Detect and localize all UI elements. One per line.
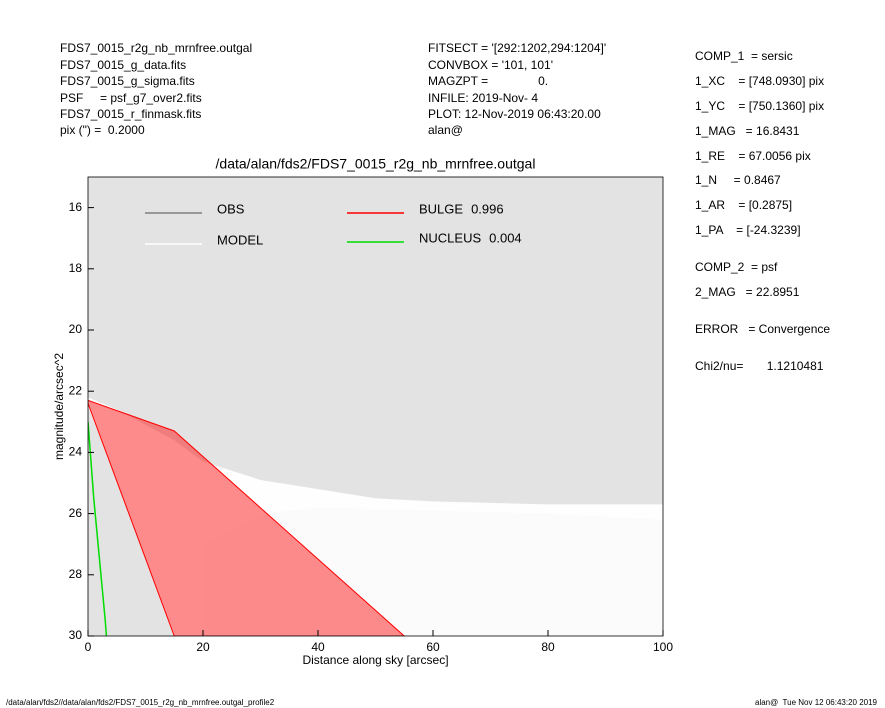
x-tick-label: 100 (653, 640, 673, 654)
x-tick-label: 80 (541, 640, 555, 654)
header-left-line: FDS7_0015_r2g_nb_mrnfree.outgal (60, 41, 252, 55)
fit-parameter: Chi2/nu= 1.1210481 (695, 359, 824, 373)
legend-label: NUCLEUS (419, 230, 481, 245)
header-left-line: pix (") = 0.2000 (60, 123, 145, 137)
fit-parameter: 1_MAG = 16.8431 (695, 124, 800, 138)
fit-parameter: COMP_2 = psf (695, 260, 778, 274)
footer-left: /data/alan/fds2//data/alan/fds2/FDS7_001… (6, 698, 275, 707)
fit-parameter: 1_PA = [-24.3239] (695, 223, 801, 237)
x-axis-label: Distance along sky [arcsec] (302, 653, 448, 667)
header-middle-line: PLOT: 12-Nov-2019 06:43:20.00 (428, 107, 601, 121)
y-axis-label: magnitude/arcsec^2 (52, 353, 66, 460)
fit-parameter: 1_AR = [0.2875] (695, 198, 792, 212)
fit-parameter: 2_MAG = 22.8951 (695, 285, 800, 299)
x-tick-label: 0 (85, 640, 92, 654)
y-tick-label: 26 (69, 506, 83, 520)
y-tick-label: 30 (69, 628, 83, 642)
header-left-line: FDS7_0015_g_sigma.fits (60, 74, 195, 88)
fit-parameter: 1_YC = [750.1360] pix (695, 99, 824, 113)
y-tick-label: 24 (69, 445, 83, 459)
x-tick-label: 40 (311, 640, 325, 654)
header-middle-line: INFILE: 2019-Nov- 4 (428, 91, 538, 105)
y-tick-label: 16 (69, 200, 83, 214)
y-tick-label: 18 (69, 261, 83, 275)
y-tick-label: 28 (69, 567, 83, 581)
header-left-line: FDS7_0015_g_data.fits (60, 58, 186, 72)
y-tick-label: 22 (69, 383, 83, 397)
fit-parameter: 1_XC = [748.0930] pix (695, 74, 824, 88)
fit-parameter: COMP_1 = sersic (695, 49, 793, 63)
legend-fraction: 0.004 (489, 230, 522, 245)
legend-label: MODEL (217, 232, 263, 247)
x-tick-label: 60 (426, 640, 440, 654)
chart-title: /data/alan/fds2/FDS7_0015_r2g_nb_mrnfree… (216, 156, 536, 172)
fit-parameter: ERROR = Convergence (695, 322, 830, 336)
fit-parameter: 1_N = 0.8467 (695, 173, 781, 187)
series-band (88, 399, 406, 636)
legend-fraction: 0.996 (471, 201, 504, 216)
header-middle-line: alan@ (428, 123, 463, 137)
legend-label: BULGE (419, 201, 463, 216)
plot-frame (87, 176, 664, 637)
header-middle-line: MAGZPT = 0. (428, 74, 548, 88)
x-tick-label: 20 (196, 640, 210, 654)
header-middle-line: CONVBOX = '101, 101' (428, 58, 553, 72)
plot-marks (88, 397, 663, 636)
series-line (88, 421, 108, 636)
fit-parameter: 1_RE = 67.0056 pix (695, 149, 811, 163)
legend-label: OBS (217, 201, 245, 216)
footer-right: alan@ Tue Nov 12 06:43:20 2019 (755, 698, 878, 707)
series-band (88, 397, 663, 636)
header-middle-line: FITSECT = '[292:1202,294:1204]' (428, 41, 606, 55)
header-left-line: PSF = psf_g7_over2.fits (60, 91, 202, 105)
header-left-line: FDS7_0015_r_finmask.fits (60, 107, 201, 121)
y-tick-label: 20 (69, 322, 83, 336)
